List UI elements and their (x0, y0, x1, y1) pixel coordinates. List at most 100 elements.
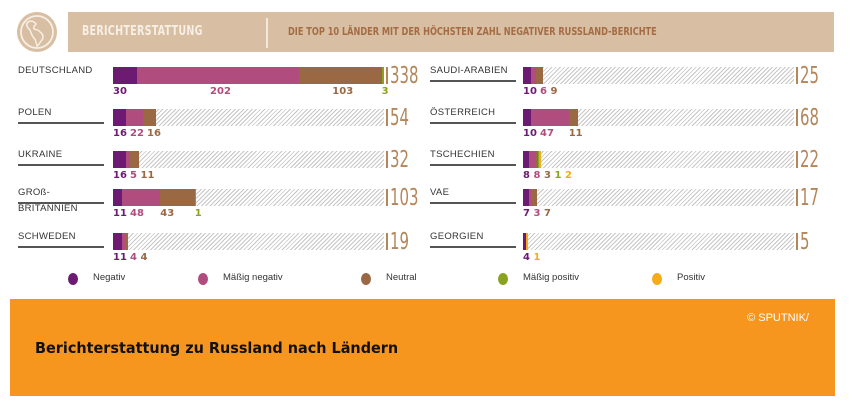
total-value: 5 (800, 229, 810, 255)
value-label-maessig-negativ: 22 (130, 128, 144, 139)
bar-segment-negativ (523, 67, 532, 84)
header-title: BERICHTERSTATTUNG (82, 24, 203, 39)
value-label-maessig-negativ: 5 (130, 170, 137, 181)
value-label-neutral: 7 (544, 208, 551, 219)
value-label-negativ: 11 (113, 208, 127, 219)
country-underline (430, 164, 516, 166)
header-divider (266, 18, 268, 48)
bar-track (113, 233, 384, 250)
value-label-maessig-negativ: 8 (533, 170, 541, 181)
total-separator (796, 67, 798, 84)
value-label-maessig-negativ: 47 (540, 128, 554, 139)
total-value: 54 (390, 105, 409, 131)
value-label-positiv: 2 (565, 170, 572, 181)
value-label-maessig-negativ: 6 (540, 86, 547, 97)
value-label-negativ: 10 (523, 128, 537, 139)
value-label-positiv: 1 (533, 252, 541, 263)
value-label-maessig-positiv: 1 (194, 208, 202, 219)
bar-segment-neutral (535, 151, 539, 168)
total-value: 22 (800, 147, 819, 173)
legend-swatch (198, 273, 208, 285)
country-label: ÖSTERREICH (430, 107, 496, 118)
value-label-neutral: 4 (140, 252, 148, 263)
legend-swatch (652, 273, 662, 285)
total-separator (796, 109, 798, 126)
bar-segment-negativ (523, 189, 529, 206)
value-label-neutral: 103 (332, 86, 354, 97)
value-label-negativ: 7 (523, 208, 530, 219)
bar-track (523, 189, 794, 206)
bar-segment-negativ (523, 151, 530, 168)
bar-track (113, 67, 384, 84)
bar-segment-negativ (113, 109, 126, 126)
value-label-neutral: 9 (550, 86, 558, 97)
chart-title: DIE TOP 10 LÄNDER MIT DER HÖCHSTEN ZAHL … (288, 26, 657, 38)
value-label-maessig-positiv: 1 (554, 170, 562, 181)
value-label-negativ: 8 (523, 170, 530, 181)
value-label-maessig-positiv: 3 (381, 86, 389, 97)
bar-segment-maessig-negativ (121, 189, 161, 206)
legend-label: Positiv (677, 272, 705, 283)
bar-segment-negativ (523, 233, 527, 250)
bar-segment-neutral (568, 109, 578, 126)
legend-swatch (498, 273, 508, 285)
value-label-negativ: 16 (113, 170, 127, 181)
total-value: 25 (800, 63, 819, 89)
total-separator (796, 151, 798, 168)
country-underline (18, 122, 104, 124)
bar-track (113, 189, 384, 206)
bar-segment-maessig-positiv (538, 151, 540, 168)
value-label-maessig-negativ: 48 (130, 208, 144, 219)
country-underline (18, 202, 104, 204)
bar-segment-neutral (125, 233, 129, 250)
value-label-maessig-negativ: 4 (130, 252, 137, 263)
bar-track (113, 151, 384, 168)
caption-bar: © SPUTNIK/ Berichterstattung zu Russland… (10, 299, 835, 396)
country-label: UKRAINE (18, 149, 63, 160)
bar-track (523, 109, 794, 126)
total-value: 17 (800, 185, 819, 211)
total-separator (386, 109, 388, 126)
bar-segment-positiv (526, 233, 528, 250)
bar-segment-neutral (535, 67, 544, 84)
total-separator (386, 233, 388, 250)
value-label-maessig-negativ: 202 (210, 86, 231, 97)
legend-label: Negativ (93, 272, 126, 283)
bar-segment-maessig-negativ (125, 109, 144, 126)
country-underline (430, 202, 516, 204)
legend-label: Mäßig positiv (523, 272, 579, 283)
bar-track (523, 67, 794, 84)
legend-label: Mäßig negativ (223, 272, 283, 283)
copyright-text: © SPUTNIK/ (747, 312, 809, 324)
bar-segment-maessig-positiv (194, 189, 197, 206)
bar-segment-neutral (299, 67, 382, 84)
country-label: GROß- (18, 187, 51, 198)
value-label-neutral: 11 (568, 128, 583, 139)
country-underline (430, 122, 516, 124)
bar-segment-negativ (523, 109, 532, 126)
bar-segment-negativ (113, 189, 122, 206)
legend-swatch (361, 273, 371, 285)
country-label: POLEN (18, 107, 52, 118)
country-underline (18, 164, 104, 166)
total-separator (796, 233, 798, 250)
value-label-negativ: 11 (113, 252, 127, 263)
value-label-neutral: 43 (160, 208, 175, 219)
country-label: BRITANNIEN (18, 203, 78, 214)
bar-segment-neutral (160, 189, 195, 206)
bar-segment-positiv (539, 151, 541, 168)
total-separator (386, 67, 388, 84)
bar-segment-maessig-negativ (137, 67, 299, 84)
bar-segment-maessig-negativ (531, 67, 536, 84)
bar-segment-neutral (129, 151, 139, 168)
value-label-neutral: 16 (147, 128, 161, 139)
total-separator (386, 151, 388, 168)
country-label: SAUDI-ARABIEN (430, 65, 508, 76)
bar-track (523, 151, 794, 168)
bar-segment-maessig-negativ (529, 151, 536, 168)
bar-segment-negativ (113, 233, 122, 250)
bar-segment-negativ (113, 67, 138, 84)
value-label-maessig-negativ: 3 (533, 208, 541, 219)
bar-track (113, 109, 384, 126)
legend-label: Neutral (386, 272, 417, 283)
